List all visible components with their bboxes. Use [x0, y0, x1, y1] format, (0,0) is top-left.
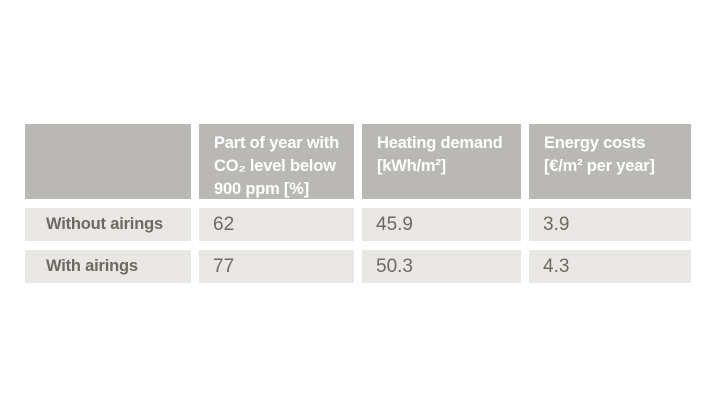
header-cell-heating-demand: Heating demand [kWh/m²]	[362, 124, 521, 199]
cell-without-airings-energy-costs: 3.9	[529, 208, 691, 241]
row-label-with-airings: With airings	[25, 250, 191, 283]
cell-with-airings-co2-share: 77	[199, 250, 354, 283]
header-cell-energy-costs: Energy costs [€/m² per year]	[529, 124, 691, 199]
row-label-without-airings: Without airings	[25, 208, 191, 241]
cell-with-airings-energy-costs: 4.3	[529, 250, 691, 283]
cell-without-airings-heating-demand: 45.9	[362, 208, 521, 241]
header-cell-empty	[25, 124, 191, 199]
comparison-table: Part of year with CO₂ level below 900 pp…	[25, 124, 691, 283]
cell-with-airings-heating-demand: 50.3	[362, 250, 521, 283]
header-cell-co2-share: Part of year with CO₂ level below 900 pp…	[199, 124, 354, 199]
cell-without-airings-co2-share: 62	[199, 208, 354, 241]
